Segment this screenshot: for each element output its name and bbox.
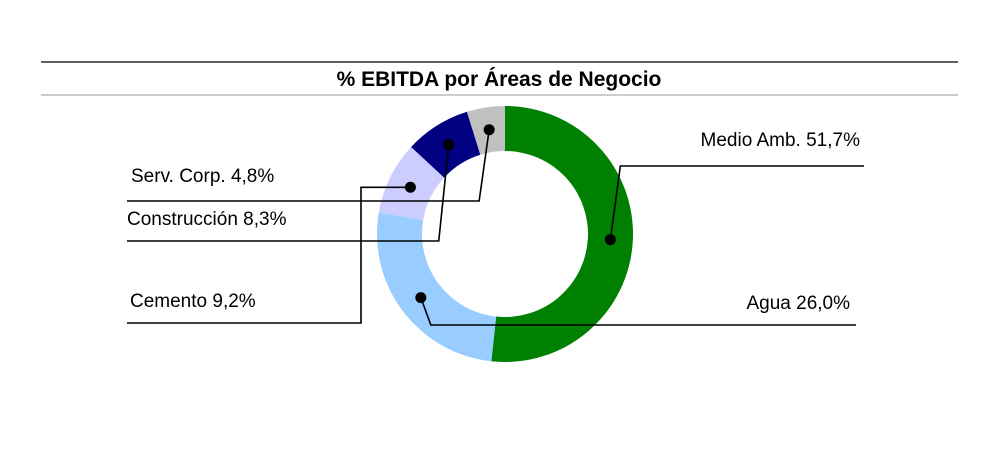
leader-line-serv-corp: [127, 129, 490, 202]
slices-group: [377, 106, 633, 362]
label-cemento: Cemento 9,2%: [130, 291, 256, 312]
leader-line-agua: [420, 297, 856, 326]
leader-line-medio-amb: [609, 165, 864, 240]
label-agua: Agua 26,0%: [746, 293, 850, 314]
labels-group: Medio Amb. 51,7% Agua 26,0% Cemento 9,2% Co…: [127, 130, 860, 314]
slice-agua: [377, 212, 497, 362]
slice-medio-amb: [491, 106, 633, 362]
leader-dot-construccion: [443, 139, 455, 151]
leader-line-construccion: [127, 144, 450, 242]
leader-dot-medio-amb: [604, 234, 616, 246]
leader-dot-serv-corp: [483, 124, 495, 136]
label-construccion: Construcción 8,3%: [127, 209, 287, 230]
label-serv-corp: Serv. Corp. 4,8%: [131, 166, 274, 187]
leader-dot-agua: [415, 292, 427, 304]
chart-title: % EBITDA por Áreas de Negocio: [337, 68, 662, 91]
label-medio-amb: Medio Amb. 51,7%: [701, 130, 861, 151]
leader-lines-group: [127, 124, 864, 326]
leader-dot-cemento: [404, 181, 416, 193]
leader-line-cemento: [127, 186, 411, 324]
